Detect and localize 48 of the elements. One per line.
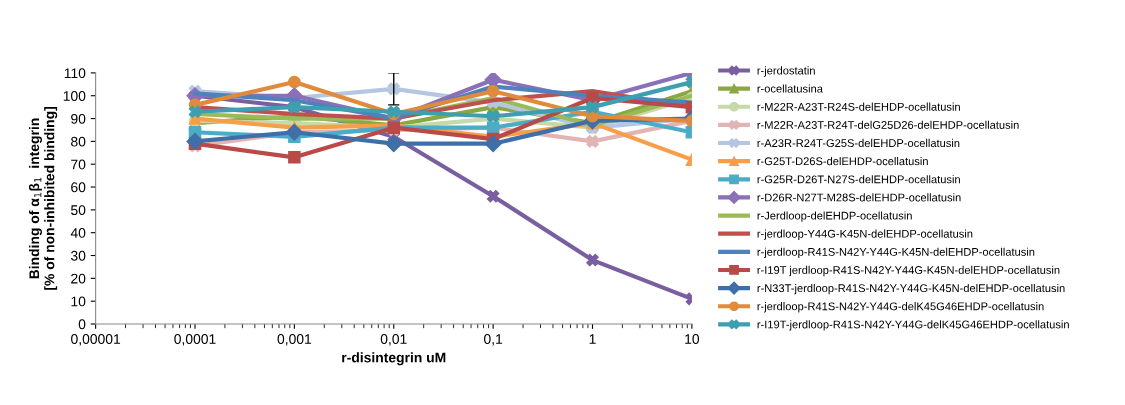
y-tick-label: 80 <box>71 136 86 147</box>
y-tick-label: 30 <box>70 250 86 261</box>
y-tick-label: 10 <box>71 296 86 307</box>
point <box>586 135 599 148</box>
legend-label: r-ocellatusina <box>757 84 823 93</box>
legend-label: r-Jerdloop-delEHDP-ocellatusin <box>757 211 912 222</box>
point <box>586 100 599 114</box>
legend-label: r-M22R-A23T-R24T-delG25D26-delEHDP-ocellatusin <box>757 120 1019 129</box>
x-tick-label: 0,01 <box>380 334 407 346</box>
legend-label: r-D26R-N27T-M28S-delEHDP-ocellatusin <box>757 193 961 202</box>
x-tick-label: 0,0001 <box>174 334 216 346</box>
legend-label: r-M22R-A23T-R24S-delEHDP-ocellatusin <box>757 102 960 111</box>
legend-label: r-N33T-jerdloop-R41S-N42Y-Y44G-K45N-delEHDP-ocellatusin <box>757 283 1065 295</box>
y-tick-label: 90 <box>71 113 86 124</box>
legend-label: r-jerdostatin <box>757 66 815 77</box>
point <box>387 82 401 96</box>
y-tick-label: 0 <box>78 319 86 330</box>
legend-label: r-G25T-D26S-delEHDP-ocellatusin <box>757 157 928 166</box>
y-tick-label: 110 <box>64 68 86 79</box>
y-tick-label: 40 <box>70 228 86 238</box>
legend-label: r-G25R-D26T-N27S-delEHDP-ocellatusin <box>757 175 960 184</box>
legend-label: r-I19T-jerdloop-R41S-N42Y-Y44G-delK45G46EHDP-ocellatusin <box>757 320 1069 331</box>
point <box>188 105 202 118</box>
y-axis-title: Binding of α$_{1}$β$_{1}$ integrin [% of non-inhibited binding] <box>28 107 58 290</box>
x-tick-label: 0,1 <box>484 334 503 346</box>
x-tick-label: 0,00001 <box>71 334 121 346</box>
x-tick-label: 1 <box>589 334 596 344</box>
y-tick-label: 50 <box>71 205 86 216</box>
legend-label: r-I19T jerdloop-R41S-N42Y-Y44G-K45N-delEHDP-ocellatusin <box>757 265 1060 277</box>
point <box>288 75 301 89</box>
legend-label: r-jerdloop-R41S-N42Y-Y44G-K45N-delEHDP-ocellatusin <box>757 247 1035 259</box>
x-axis-title: r-disintegrin uM <box>342 352 446 366</box>
point <box>288 151 301 164</box>
point <box>385 135 403 153</box>
point <box>486 189 500 203</box>
point <box>586 253 599 267</box>
y-tick-label: 70 <box>71 159 86 170</box>
point <box>186 132 204 150</box>
legend-label: r-jerdloop-Y44G-K45N-delEHDP-ocellatusin <box>757 229 973 240</box>
point <box>486 84 500 98</box>
x-tick-label: 0,001 <box>277 334 312 346</box>
legend-label: r-A23R-R24T-G25S-delEHDP-ocellatusin <box>757 138 960 148</box>
point <box>484 135 502 153</box>
y-tick-label: 100 <box>63 91 86 101</box>
x-tick-label: 10 <box>685 334 700 344</box>
y-tick-label: 20 <box>71 273 86 284</box>
legend-label: r-jerdloop-R41S-N42Y-Y44G-delK45G46EHDP-ocellatusin <box>757 302 1044 313</box>
y-tick-label: 60 <box>71 182 86 193</box>
